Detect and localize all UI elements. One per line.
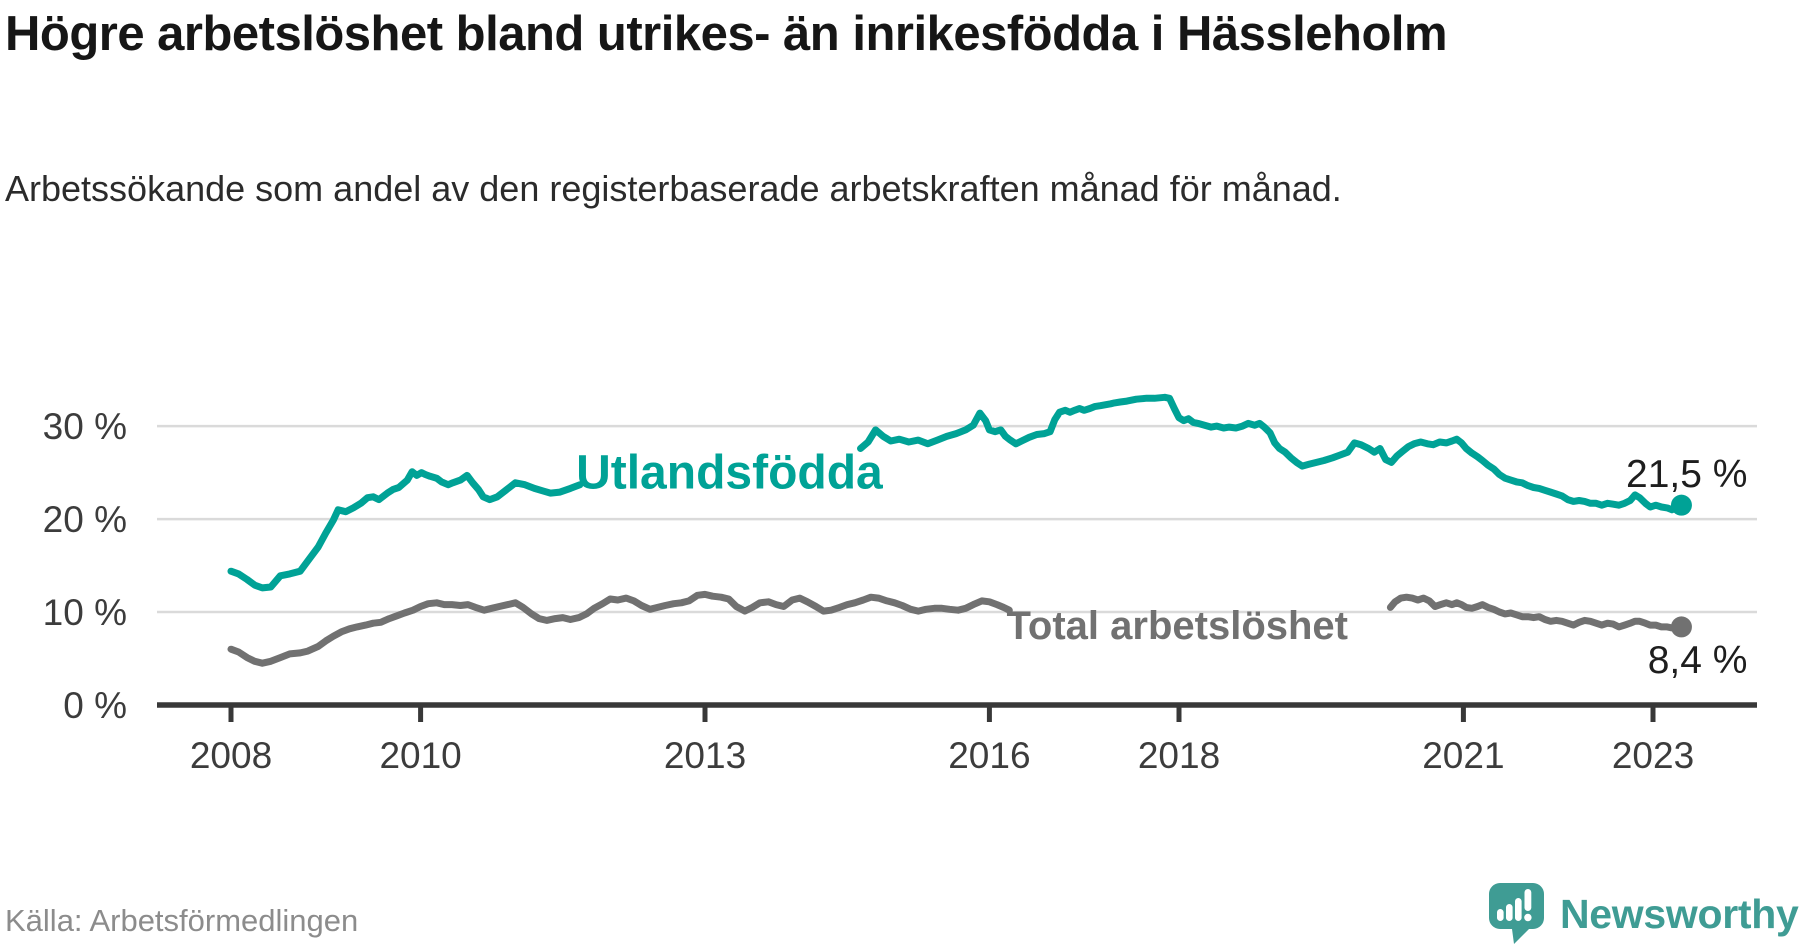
newsworthy-logo-text: Newsworthy (1560, 890, 1799, 937)
newsworthy-logo: Newsworthy (1488, 882, 1799, 946)
logo-exclamation-dot (1524, 913, 1532, 922)
x-tick-label-2023: 2023 (1612, 735, 1694, 776)
series-line-utlandsfodda-segment-1 (227, 468, 584, 592)
x-tick-label-2013: 2013 (664, 735, 746, 776)
end-dot-total-arbetsloshet (1670, 616, 1692, 638)
series-line-total-arbetsloshet-segment-2 (1386, 593, 1685, 632)
chart-title: Högre arbetslöshet bland utrikes- än inr… (5, 7, 1448, 61)
x-tick-label-2021: 2021 (1422, 735, 1504, 776)
logo-exclamation-bar (1524, 889, 1532, 911)
source-note: Källa: Arbetsförmedlingen (5, 903, 359, 938)
y-tick-label-30: 30 % (43, 406, 127, 447)
series-line-utlandsfodda-segment-2 (857, 393, 1685, 514)
x-tick-label-2016: 2016 (948, 735, 1030, 776)
y-tick-label-10: 10 % (43, 592, 127, 633)
series-label-utlandsfodda: Utlandsfödda (576, 447, 883, 500)
chart-subtitle: Arbetssökande som andel av den registerb… (5, 168, 1342, 209)
end-dot-utlandsfodda (1670, 494, 1692, 516)
x-tick-label-2008: 2008 (190, 735, 272, 776)
y-tick-label-20: 20 % (43, 499, 127, 540)
x-tick-label-2018: 2018 (1138, 735, 1220, 776)
logo-bar-1 (1497, 909, 1504, 921)
series-line-total-arbetsloshet-segment-1 (227, 590, 1013, 667)
x-tick-label-2010: 2010 (379, 735, 461, 776)
logo-bar-3 (1515, 898, 1522, 921)
end-value-label-utlandsfodda: 21,5 % (1626, 453, 1747, 496)
y-tick-label-0: 0 % (63, 685, 127, 726)
series-label-total-arbetsloshet: Total arbetslöshet (1006, 604, 1348, 648)
newsworthy-logo-icon (1489, 883, 1544, 944)
end-value-label-total-arbetsloshet: 8,4 % (1648, 639, 1748, 682)
logo-bar-2 (1506, 904, 1513, 921)
